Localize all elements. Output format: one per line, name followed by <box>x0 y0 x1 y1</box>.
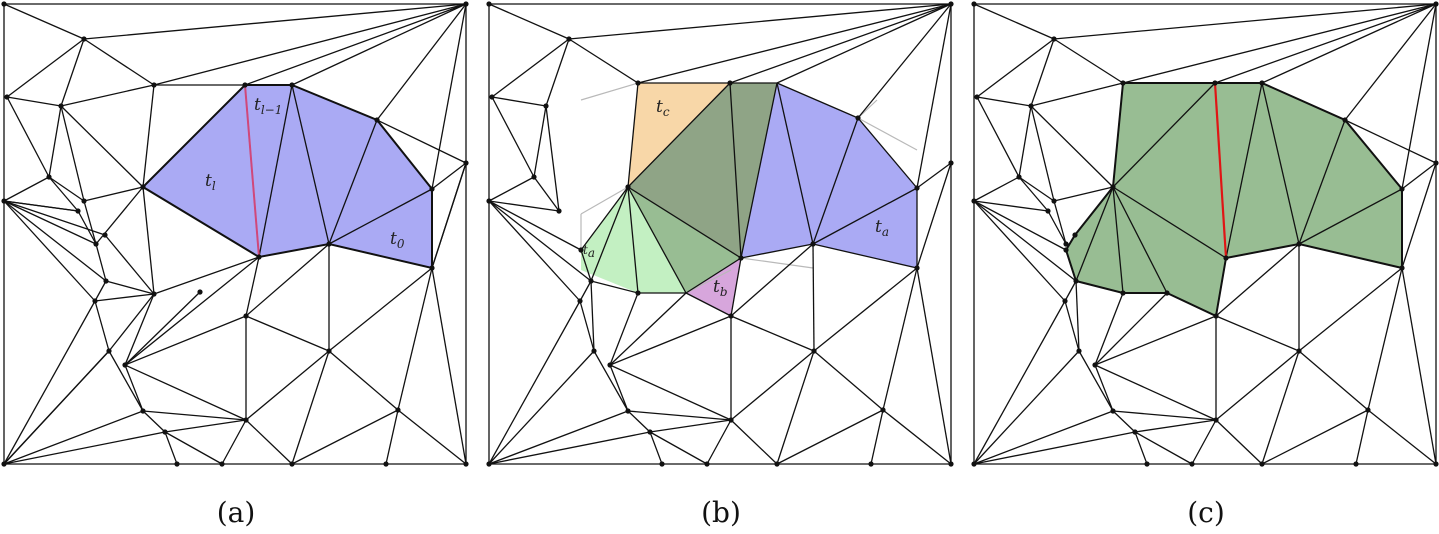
dark-region <box>628 83 777 258</box>
label-t-side: ta <box>583 243 595 260</box>
triangulation-a: tl tl−1 t0 <box>1 1 469 467</box>
highlighted-edge-c <box>1213 82 1228 259</box>
mesh-nodes-c <box>971 1 1439 467</box>
panel-b: tc tb ta ta <box>485 0 957 470</box>
mesh-edges-c <box>973 3 1437 465</box>
dark-region-lower <box>628 187 741 293</box>
green-region-c <box>1066 83 1402 316</box>
mesh-nodes-a <box>1 1 469 467</box>
ghost-edges-b <box>580 82 918 294</box>
caption-b: (b) <box>701 496 741 529</box>
label-t-a: ta <box>875 217 889 239</box>
mesh-nodes-b <box>486 1 954 467</box>
mesh-edges-b <box>488 3 952 465</box>
triangulation-b: tc tb ta ta <box>486 1 954 467</box>
blue-region-b <box>741 83 917 268</box>
caption-c: (c) <box>1187 496 1225 529</box>
triangulation-c <box>971 1 1439 467</box>
panel-c <box>970 0 1439 470</box>
label-t-b: tb <box>713 277 728 299</box>
label-t-c: tc <box>656 97 670 119</box>
panel-a: tl tl−1 t0 <box>0 0 472 470</box>
region-boundary-c <box>1064 82 1403 318</box>
caption-a: (a) <box>216 496 256 529</box>
label-t-l: tl <box>205 171 216 193</box>
mesh-edges-a <box>3 3 467 465</box>
label-t-l-minus-1: tl−1 <box>254 95 282 117</box>
blue-region-a <box>143 85 432 268</box>
label-t-0: t0 <box>390 229 405 251</box>
highlighted-edge-a <box>244 84 260 258</box>
